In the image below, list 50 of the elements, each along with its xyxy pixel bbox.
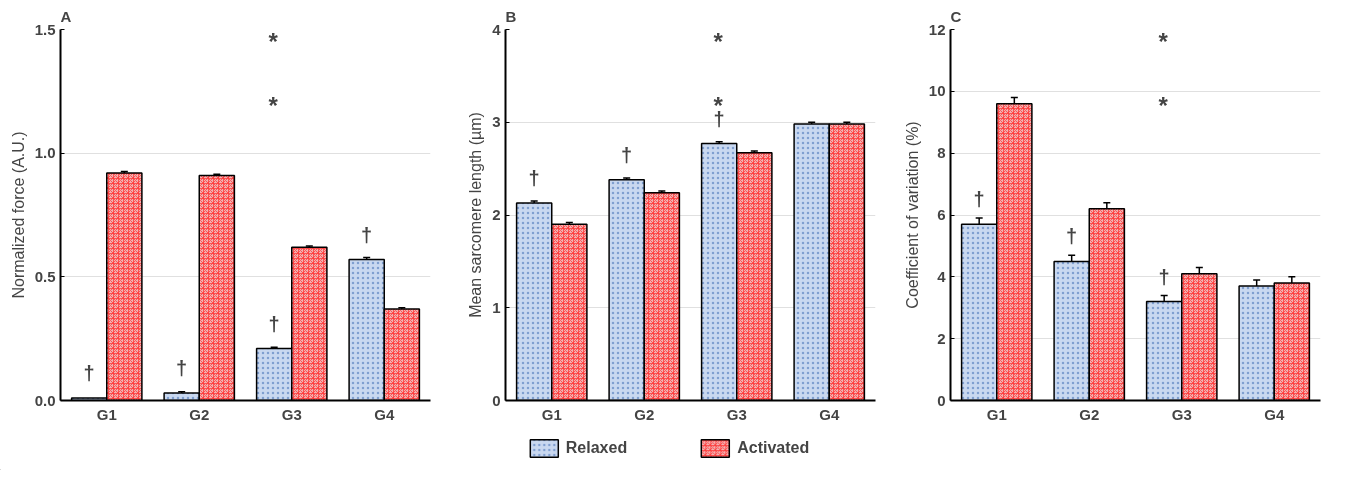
annotation: † <box>361 223 373 246</box>
y-tick-label: 1.0 <box>34 144 56 162</box>
x-tick-label: G1 <box>986 405 1007 423</box>
y-tick-label: 8 <box>937 144 946 162</box>
x-tick-label: G2 <box>1079 405 1100 423</box>
y-tick-label: 3 <box>492 113 501 131</box>
annotation: * <box>268 91 279 119</box>
y-tick-label: 1.5 <box>34 20 56 38</box>
legend-label: Activated <box>737 438 810 457</box>
annotation: † <box>1066 225 1078 248</box>
annotation: † <box>176 357 188 380</box>
y-tick-label: 4 <box>937 267 947 285</box>
y-tick-label: 1 <box>492 298 501 316</box>
x-tick-label: G3 <box>1171 405 1192 423</box>
annotation: † <box>83 362 95 385</box>
x-tick-label: G3 <box>281 405 302 423</box>
annotation: † <box>268 312 280 335</box>
x-tick-label: G4 <box>819 405 840 423</box>
chart-title: A <box>60 7 72 25</box>
annotation: * <box>268 28 279 56</box>
x-tick-label: G1 <box>96 405 117 423</box>
y-tick-label: 0 <box>492 391 501 409</box>
y-tick-label: 0 <box>937 391 946 409</box>
x-tick-label: G1 <box>541 405 562 423</box>
chart-title: C <box>950 7 962 25</box>
y-tick-label: 0.5 <box>34 267 56 285</box>
annotation: † <box>528 166 540 189</box>
x-tick-label: G4 <box>1264 405 1285 423</box>
y-tick-label: 6 <box>937 206 946 223</box>
y-axis-title: Normalized force (A.U.) <box>9 131 27 299</box>
x-tick-label: G2 <box>189 405 210 423</box>
y-tick-label: 0.0 <box>34 391 56 409</box>
annotation: * <box>1158 91 1169 119</box>
y-tick-label: 4 <box>492 20 502 38</box>
x-tick-label: G4 <box>374 405 395 423</box>
y-axis-title: Coefficient of variation (%) <box>903 121 921 309</box>
legend-label: Relaxed <box>565 438 628 457</box>
annotation: * <box>1158 28 1169 56</box>
annotation: † <box>1158 265 1170 288</box>
x-tick-label: G3 <box>726 405 747 423</box>
annotation: † <box>621 143 633 166</box>
y-tick-label: 2 <box>937 329 946 347</box>
chart-title: B <box>505 7 517 25</box>
y-tick-label: 12 <box>928 20 946 38</box>
y-tick-label: 10 <box>928 82 946 100</box>
x-tick-label: G2 <box>634 405 655 423</box>
y-axis-title: Mean sarcomere length (µm) <box>467 112 485 318</box>
y-tick-label: 2 <box>492 206 501 223</box>
annotation: † <box>973 188 985 211</box>
annotation: * <box>713 28 724 56</box>
